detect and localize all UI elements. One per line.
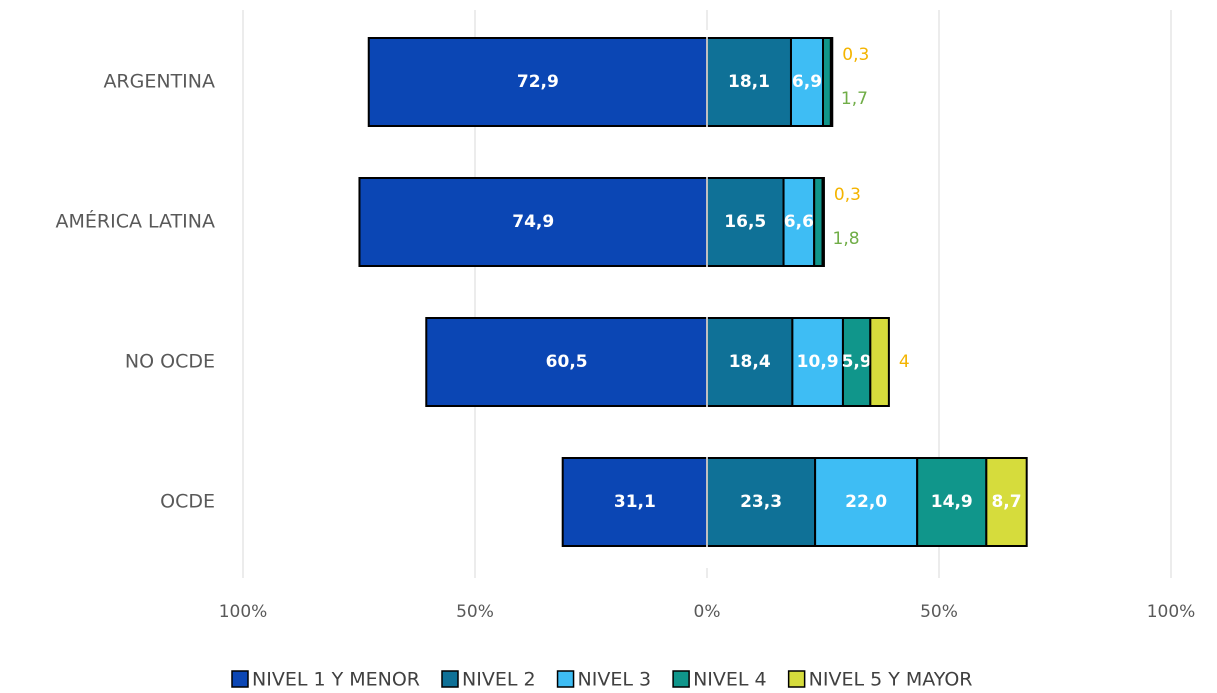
data-label: 60,5: [546, 352, 588, 372]
legend-swatch: [556, 670, 575, 688]
data-label: 4: [899, 352, 910, 372]
legend-swatch: [787, 670, 806, 688]
bar-segment: [821, 177, 825, 267]
data-label: 14,9: [931, 492, 973, 512]
bar-segment: [706, 177, 785, 267]
data-label: 6,6: [784, 212, 814, 232]
legend-swatch: [231, 670, 249, 688]
bar-segment: [561, 457, 708, 547]
category-label: NO OCDE: [125, 351, 215, 373]
bar-segment: [822, 37, 832, 127]
bar-segment: [829, 37, 834, 127]
bar-segment: [791, 317, 844, 407]
x-tick-label: 0%: [694, 602, 721, 622]
data-label: 6,9: [792, 72, 822, 92]
data-label: 23,3: [740, 492, 782, 512]
bar-segment: [869, 317, 890, 407]
data-label: 31,1: [614, 492, 656, 512]
data-label: 8,7: [991, 492, 1021, 512]
data-label: 74,9: [512, 212, 554, 232]
bar-segment: [358, 177, 708, 267]
legend-label: NIVEL 4: [693, 669, 767, 691]
x-tick-label: 50%: [456, 602, 494, 622]
data-label: 1,7: [841, 89, 868, 109]
legend-label: NIVEL 3: [578, 669, 652, 691]
data-label: 22,0: [845, 492, 887, 512]
data-label: 18,1: [728, 72, 770, 92]
bar-segment: [425, 317, 708, 407]
data-label: 10,9: [797, 352, 839, 372]
data-label: 0,3: [834, 185, 861, 205]
x-tick-label: 100%: [219, 602, 268, 622]
category-label: OCDE: [160, 491, 215, 513]
x-tick-label: 100%: [1147, 602, 1196, 622]
data-label: 18,4: [729, 352, 771, 372]
data-label: 72,9: [517, 72, 559, 92]
x-tick-label: 50%: [920, 602, 958, 622]
data-label: 0,3: [842, 45, 869, 65]
legend-swatch: [672, 670, 690, 688]
bar-segment: [814, 457, 919, 547]
bar-segment: [813, 177, 824, 267]
data-label: 5,9: [842, 352, 872, 372]
category-label: AMÉRICA LATINA: [56, 210, 215, 233]
legend-label: NIVEL 5 Y MAYOR: [809, 669, 973, 691]
bar-segment: [367, 37, 708, 127]
bar-segment: [789, 37, 825, 127]
bar-segment: [985, 457, 1028, 547]
data-label: 1,8: [833, 229, 860, 249]
category-label: ARGENTINA: [103, 71, 215, 93]
legend-label: NIVEL 1 Y MENOR: [252, 669, 420, 691]
legend-label: NIVEL 2: [462, 669, 536, 691]
legend-swatch: [441, 670, 459, 688]
data-label: 16,5: [724, 212, 766, 232]
